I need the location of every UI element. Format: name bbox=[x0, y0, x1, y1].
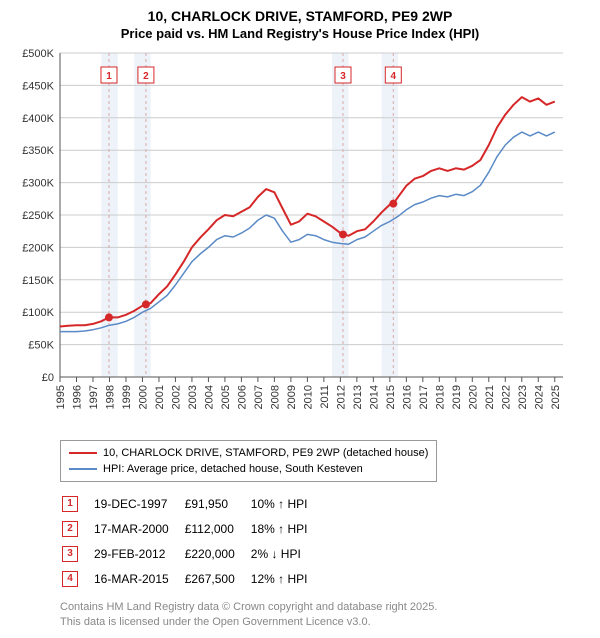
sale-marker-box: 1 bbox=[62, 496, 78, 512]
sale-date: 16-MAR-2015 bbox=[94, 567, 183, 590]
svg-text:£100K: £100K bbox=[22, 307, 54, 319]
price-chart: £0 £50K £100K £150K £200K £250K £300K £350K £400… bbox=[8, 47, 592, 432]
svg-text:2013: 2013 bbox=[352, 385, 364, 409]
sale-delta: 12% ↑ HPI bbox=[251, 567, 322, 590]
svg-text:£500K: £500K bbox=[22, 48, 54, 60]
svg-text:2: 2 bbox=[143, 71, 149, 82]
svg-text:2012: 2012 bbox=[335, 385, 347, 409]
svg-text:£200K: £200K bbox=[22, 242, 54, 254]
svg-text:2005: 2005 bbox=[220, 385, 232, 409]
sale-date: 19-DEC-1997 bbox=[94, 492, 183, 515]
svg-text:2017: 2017 bbox=[418, 385, 430, 409]
legend: 10, CHARLOCK DRIVE, STAMFORD, PE9 2WP (d… bbox=[60, 440, 437, 482]
sale-marker-box: 3 bbox=[62, 546, 78, 562]
sale-price: £91,950 bbox=[185, 492, 249, 515]
svg-text:£300K: £300K bbox=[22, 178, 54, 190]
sale-delta: 18% ↑ HPI bbox=[251, 517, 322, 540]
svg-text:1998: 1998 bbox=[104, 385, 116, 409]
svg-text:£0: £0 bbox=[42, 372, 54, 384]
svg-text:2004: 2004 bbox=[203, 385, 215, 409]
svg-text:2025: 2025 bbox=[550, 385, 562, 409]
svg-text:1999: 1999 bbox=[121, 385, 133, 409]
attribution-line2: This data is licensed under the Open Gov… bbox=[60, 615, 592, 630]
svg-text:2016: 2016 bbox=[401, 385, 413, 409]
table-row: 1 19-DEC-1997£91,95010% ↑ HPI bbox=[62, 492, 321, 515]
sale-delta: 10% ↑ HPI bbox=[251, 492, 322, 515]
svg-text:2003: 2003 bbox=[187, 385, 199, 409]
legend-row-hpi: HPI: Average price, detached house, Sout… bbox=[69, 461, 428, 477]
table-row: 4 16-MAR-2015£267,50012% ↑ HPI bbox=[62, 567, 321, 590]
svg-text:2015: 2015 bbox=[385, 385, 397, 409]
table-row: 3 29-FEB-2012£220,0002% ↓ HPI bbox=[62, 542, 321, 565]
svg-text:2000: 2000 bbox=[137, 385, 149, 409]
svg-text:2023: 2023 bbox=[517, 385, 529, 409]
svg-text:2019: 2019 bbox=[451, 385, 463, 409]
svg-text:2002: 2002 bbox=[170, 385, 182, 409]
sale-price: £267,500 bbox=[185, 567, 249, 590]
legend-label-hpi: HPI: Average price, detached house, Sout… bbox=[103, 461, 363, 477]
sale-delta: 2% ↓ HPI bbox=[251, 542, 322, 565]
svg-text:2014: 2014 bbox=[368, 385, 380, 409]
svg-text:3: 3 bbox=[340, 71, 346, 82]
svg-text:1995: 1995 bbox=[55, 385, 67, 409]
sale-marker-box: 2 bbox=[62, 521, 78, 537]
svg-text:2009: 2009 bbox=[286, 385, 298, 409]
svg-text:2021: 2021 bbox=[484, 385, 496, 409]
sale-price: £220,000 bbox=[185, 542, 249, 565]
attribution: Contains HM Land Registry data © Crown c… bbox=[60, 600, 592, 630]
svg-text:£350K: £350K bbox=[22, 145, 54, 157]
svg-text:£250K: £250K bbox=[22, 210, 54, 222]
svg-text:2008: 2008 bbox=[269, 385, 281, 409]
legend-swatch-hpi bbox=[69, 468, 97, 470]
legend-label-price-paid: 10, CHARLOCK DRIVE, STAMFORD, PE9 2WP (d… bbox=[103, 445, 428, 461]
svg-text:1997: 1997 bbox=[88, 385, 100, 409]
svg-text:1996: 1996 bbox=[71, 385, 83, 409]
page-title-line2: Price paid vs. HM Land Registry's House … bbox=[8, 26, 592, 41]
sale-marker-box: 4 bbox=[62, 571, 78, 587]
sale-date: 17-MAR-2000 bbox=[94, 517, 183, 540]
sale-date: 29-FEB-2012 bbox=[94, 542, 183, 565]
attribution-line1: Contains HM Land Registry data © Crown c… bbox=[60, 600, 592, 615]
sale-price: £112,000 bbox=[185, 517, 249, 540]
svg-text:2007: 2007 bbox=[253, 385, 265, 409]
table-row: 2 17-MAR-2000£112,00018% ↑ HPI bbox=[62, 517, 321, 540]
svg-text:2018: 2018 bbox=[434, 385, 446, 409]
svg-text:£400K: £400K bbox=[22, 113, 54, 125]
svg-text:2011: 2011 bbox=[319, 385, 331, 409]
page-title-line1: 10, CHARLOCK DRIVE, STAMFORD, PE9 2WP bbox=[8, 8, 592, 24]
svg-text:£50K: £50K bbox=[28, 340, 54, 352]
legend-row-price-paid: 10, CHARLOCK DRIVE, STAMFORD, PE9 2WP (d… bbox=[69, 445, 428, 461]
svg-text:£450K: £450K bbox=[22, 80, 54, 92]
svg-text:2022: 2022 bbox=[500, 385, 512, 409]
svg-text:2001: 2001 bbox=[154, 385, 166, 409]
svg-text:2010: 2010 bbox=[302, 385, 314, 409]
svg-text:1: 1 bbox=[106, 71, 112, 82]
legend-swatch-price-paid bbox=[69, 452, 97, 454]
svg-text:4: 4 bbox=[391, 71, 397, 82]
svg-text:2020: 2020 bbox=[467, 385, 479, 409]
svg-text:£150K: £150K bbox=[22, 275, 54, 287]
svg-text:2024: 2024 bbox=[533, 385, 545, 409]
sales-table: 1 19-DEC-1997£91,95010% ↑ HPI 2 17-MAR-2000… bbox=[60, 490, 323, 592]
chart-svg: £0 £50K £100K £150K £200K £250K £300K £350K £400… bbox=[8, 47, 573, 427]
svg-text:2006: 2006 bbox=[236, 385, 248, 409]
